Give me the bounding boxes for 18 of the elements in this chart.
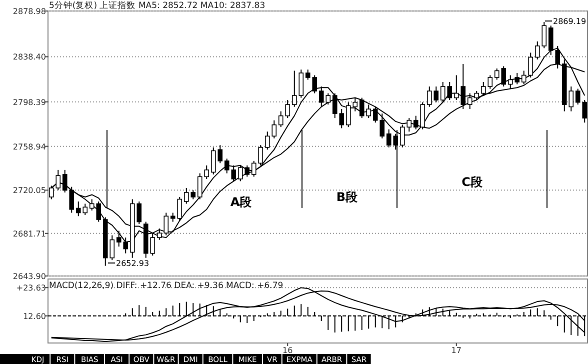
x-tick-label: 17 <box>451 346 462 355</box>
y-tick-label: 2643.90 <box>12 272 46 281</box>
annotation: 2869.19 <box>553 17 586 26</box>
y-tick-label: 12.60 <box>23 312 46 321</box>
annotation: C段 <box>462 175 484 189</box>
y-tick-label: 2798.39 <box>12 98 46 107</box>
y-tick-label: 2720.05 <box>12 186 46 196</box>
chart-title: MACD(12,26,9) DIFF: +12.76 DEA: +9.36 MACD: +6.79 <box>49 281 284 291</box>
y-tick-label: 2878.98 <box>12 7 46 16</box>
x-tick-label: 16 <box>282 346 293 355</box>
y-tick-label: +23.63 <box>16 284 46 293</box>
annotation: 2652.93 <box>116 259 150 268</box>
y-tick-label: 2758.94 <box>12 142 46 152</box>
chart-title: 5分钟(复权) 上证指数 MA5: 2852.72 MA10: 2837.83 <box>49 0 266 11</box>
annotation: A段 <box>230 195 253 209</box>
y-tick-label: 2838.40 <box>12 52 46 62</box>
y-tick-label: 2681.71 <box>12 229 46 238</box>
annotation: B段 <box>336 190 359 204</box>
